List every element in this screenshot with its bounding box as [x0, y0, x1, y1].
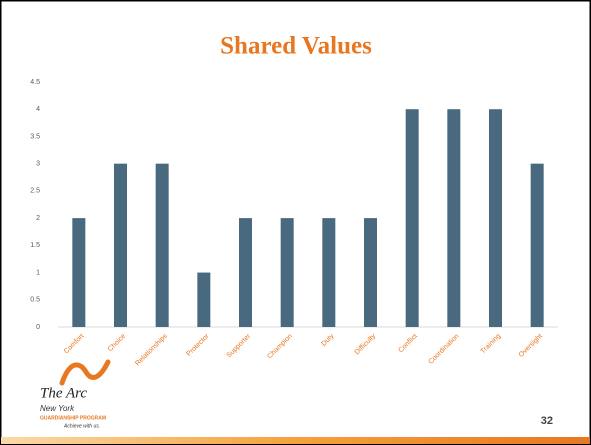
bar — [447, 109, 461, 327]
page-number: 32 — [541, 415, 553, 427]
bar — [155, 163, 169, 327]
logo-program: GUARDIANSHIP PROGRAM — [40, 415, 106, 421]
logo-region: New York — [40, 404, 75, 413]
bar — [322, 218, 336, 327]
y-tick-label: 2.5 — [30, 188, 40, 195]
y-tick-label: 4.5 — [30, 79, 40, 86]
logo-tagline: Achieve with us. — [63, 423, 100, 429]
footer-bar — [1, 437, 590, 444]
y-tick-label: 1.5 — [30, 242, 40, 249]
y-tick-label: 3.5 — [30, 133, 40, 140]
y-tick-label: 4 — [36, 106, 40, 113]
bar — [530, 163, 544, 327]
bar — [364, 218, 377, 327]
bar — [280, 218, 294, 327]
y-tick-label: 0 — [36, 324, 40, 331]
bar — [489, 109, 502, 327]
logo-swoosh — [59, 359, 111, 386]
logo-name: The Arc — [40, 385, 87, 401]
bar — [72, 218, 86, 327]
y-tick-label: 1 — [36, 269, 40, 276]
bar — [239, 218, 252, 327]
bar — [114, 163, 127, 327]
chart-title: Shared Values — [220, 33, 372, 60]
bar — [405, 109, 419, 327]
y-tick-label: 2 — [36, 215, 40, 222]
y-tick-label: 0.5 — [30, 297, 40, 304]
bar — [197, 272, 211, 327]
y-tick-label: 3 — [36, 161, 40, 168]
